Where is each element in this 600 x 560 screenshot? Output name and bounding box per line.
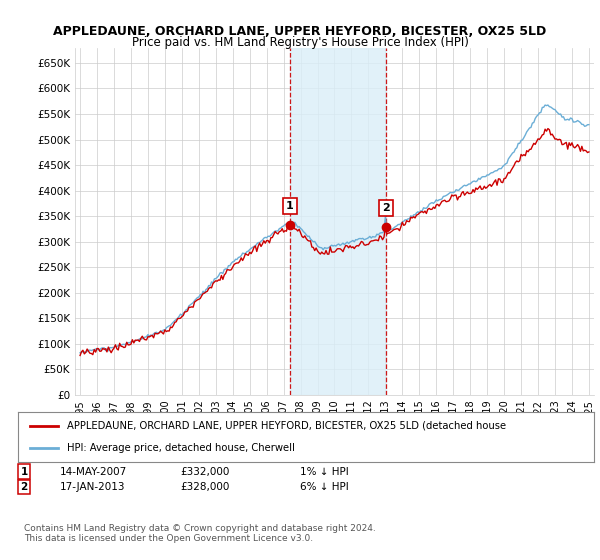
- Text: 2: 2: [20, 482, 28, 492]
- Text: Price paid vs. HM Land Registry's House Price Index (HPI): Price paid vs. HM Land Registry's House …: [131, 36, 469, 49]
- Text: 6% ↓ HPI: 6% ↓ HPI: [300, 482, 349, 492]
- Text: APPLEDAUNE, ORCHARD LANE, UPPER HEYFORD, BICESTER, OX25 5LD: APPLEDAUNE, ORCHARD LANE, UPPER HEYFORD,…: [53, 25, 547, 38]
- Text: 1: 1: [286, 201, 294, 211]
- Text: 14-MAY-2007: 14-MAY-2007: [60, 466, 127, 477]
- Text: £328,000: £328,000: [180, 482, 229, 492]
- Text: APPLEDAUNE, ORCHARD LANE, UPPER HEYFORD, BICESTER, OX25 5LD (detached house: APPLEDAUNE, ORCHARD LANE, UPPER HEYFORD,…: [67, 421, 506, 431]
- Text: £332,000: £332,000: [180, 466, 229, 477]
- Text: 1% ↓ HPI: 1% ↓ HPI: [300, 466, 349, 477]
- Text: 17-JAN-2013: 17-JAN-2013: [60, 482, 125, 492]
- Text: HPI: Average price, detached house, Cherwell: HPI: Average price, detached house, Cher…: [67, 443, 295, 453]
- Text: 2: 2: [382, 203, 390, 213]
- Bar: [290, 48, 386, 395]
- Text: 1: 1: [20, 466, 28, 477]
- Text: Contains HM Land Registry data © Crown copyright and database right 2024.
This d: Contains HM Land Registry data © Crown c…: [24, 524, 376, 543]
